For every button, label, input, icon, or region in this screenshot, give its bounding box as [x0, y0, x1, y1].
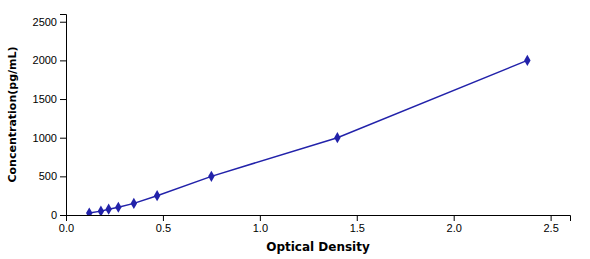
- y-axis: 0 500 1000 1500 2000 2500: [33, 15, 67, 222]
- tick-mark: [60, 99, 66, 100]
- point: [131, 198, 137, 209]
- tick-label: 0: [51, 209, 57, 221]
- tick: 2000: [33, 54, 66, 66]
- tick-label: 1500: [33, 93, 57, 105]
- tick: 0: [51, 209, 66, 221]
- plot: 0.0 0.5 1.0 1.5 2.0 2.5 0 500 1000 1500 2000 2500 Op…: [6, 15, 571, 255]
- point: [105, 204, 111, 215]
- tick-mark: [260, 215, 261, 221]
- tick-mark: [60, 60, 66, 61]
- x-axis-line: [67, 216, 571, 222]
- tick-label: 2500: [33, 16, 57, 28]
- tick-label: 2.0: [447, 222, 462, 234]
- tick: 2.5: [543, 215, 558, 234]
- tick-label: 1.0: [253, 222, 268, 234]
- y-axis-title: Concentration(pg/mL): [6, 46, 19, 182]
- tick: 1.0: [253, 215, 268, 234]
- tick: 1500: [33, 93, 66, 105]
- point: [334, 132, 340, 143]
- tick-label: 2.5: [543, 222, 558, 234]
- tick-mark: [60, 215, 66, 216]
- tick-mark: [60, 138, 66, 139]
- marks: [86, 55, 531, 215]
- y-axis-line: [60, 15, 67, 216]
- tick: 2.0: [447, 215, 462, 234]
- point: [115, 202, 121, 213]
- tick-label: 1000: [33, 132, 57, 144]
- tick-label: 500: [39, 170, 57, 182]
- tick: 1000: [33, 132, 66, 144]
- tick-mark: [163, 215, 164, 221]
- tick-mark: [60, 22, 66, 23]
- tick-label: 1.5: [350, 222, 365, 234]
- tick: 500: [39, 170, 66, 182]
- tick-label: 2000: [33, 54, 57, 66]
- tick-label: 0.0: [59, 222, 74, 234]
- point: [98, 206, 104, 215]
- tick: 1.5: [350, 215, 365, 234]
- point: [86, 207, 92, 215]
- chart: 0.0 0.5 1.0 1.5 2.0 2.5 0 500 1000 1500 2000 2500 Op…: [0, 0, 590, 259]
- tick: 0.5: [156, 215, 171, 234]
- tick: 2500: [33, 16, 66, 28]
- tick-mark: [551, 215, 552, 221]
- tick-mark: [357, 215, 358, 221]
- point: [208, 171, 214, 182]
- point: [524, 55, 530, 66]
- tick: 0.0: [59, 215, 74, 234]
- tick-label: 0.5: [156, 222, 171, 234]
- point: [154, 190, 160, 201]
- tick-mark: [60, 176, 66, 177]
- line: [89, 60, 527, 213]
- x-axis: 0.0 0.5 1.0 1.5 2.0 2.5: [59, 215, 571, 234]
- x-axis-title: Optical Density: [266, 240, 370, 254]
- tick-mark: [454, 215, 455, 221]
